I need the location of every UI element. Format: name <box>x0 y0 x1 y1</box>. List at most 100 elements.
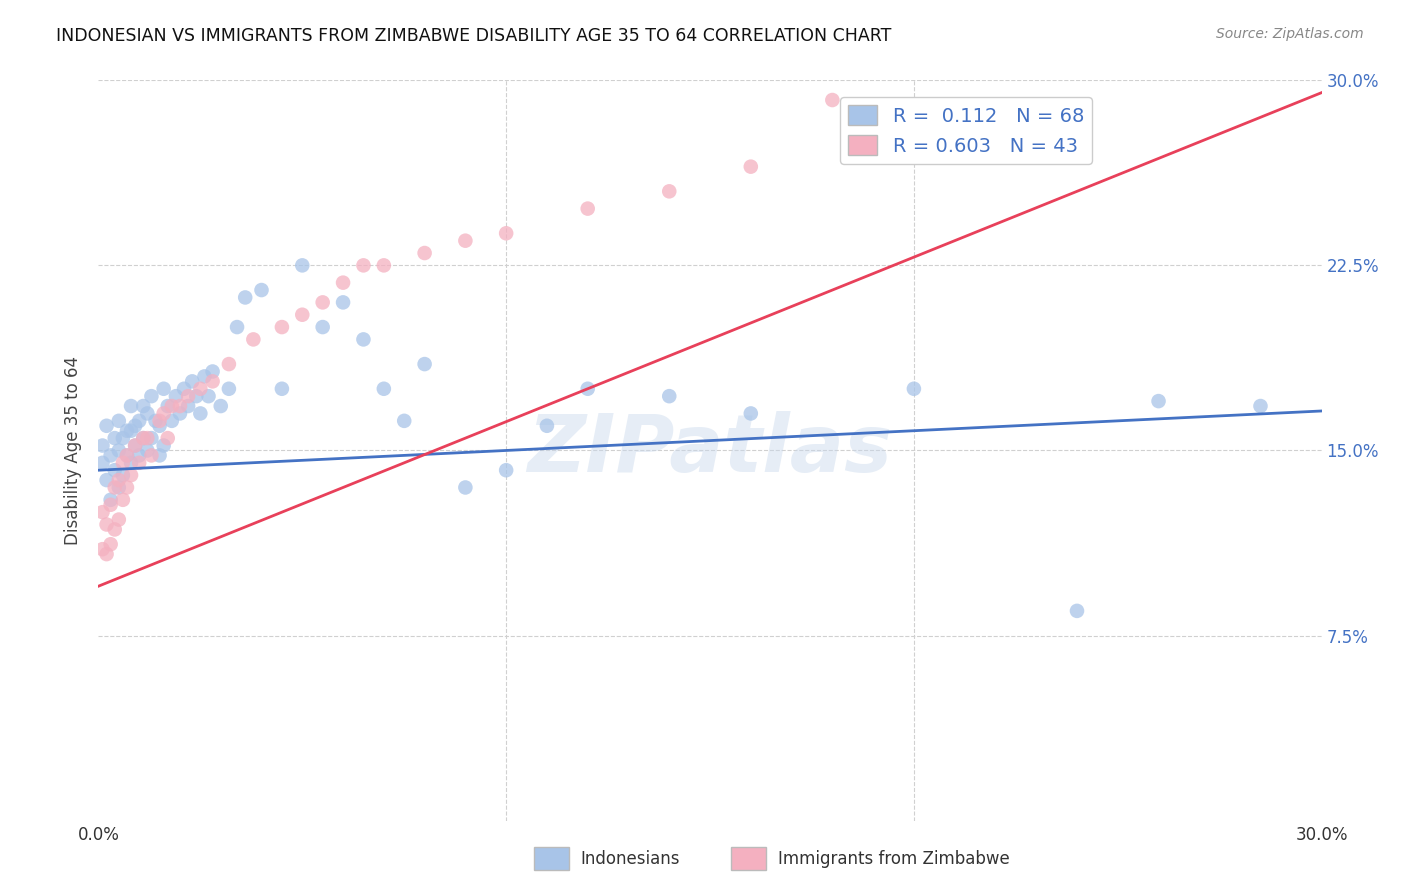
Point <box>177 399 200 413</box>
Point <box>136 443 159 458</box>
Point <box>115 424 138 438</box>
Point <box>100 449 122 463</box>
Point <box>141 389 163 403</box>
Point <box>120 424 142 438</box>
Point <box>91 438 114 452</box>
Point <box>128 456 150 470</box>
Point <box>312 320 335 334</box>
Point <box>100 492 122 507</box>
Point <box>658 389 681 403</box>
Point <box>1066 604 1088 618</box>
Point <box>132 431 155 445</box>
Point <box>111 468 134 483</box>
Point <box>136 431 159 445</box>
Point <box>108 473 131 487</box>
Point <box>156 399 179 413</box>
Point <box>373 382 395 396</box>
Point <box>218 357 240 371</box>
Point <box>177 389 200 403</box>
Point <box>160 399 183 413</box>
Point <box>149 418 172 433</box>
Point <box>218 382 240 396</box>
Point <box>181 375 204 389</box>
Point <box>173 382 195 396</box>
Point <box>96 418 118 433</box>
Text: Indonesians: Indonesians <box>581 849 681 868</box>
Point <box>128 414 150 428</box>
Legend: R =  0.112   N = 68, R = 0.603   N = 43: R = 0.112 N = 68, R = 0.603 N = 43 <box>841 97 1091 164</box>
Point <box>100 498 122 512</box>
Point <box>352 258 374 272</box>
Point <box>226 320 249 334</box>
Point <box>332 276 354 290</box>
Point <box>115 449 138 463</box>
Point <box>96 473 118 487</box>
Y-axis label: Disability Age 35 to 64: Disability Age 35 to 64 <box>65 356 83 545</box>
Point <box>250 283 273 297</box>
Point <box>120 468 142 483</box>
Point <box>104 523 127 537</box>
Point <box>392 414 416 428</box>
Point <box>454 234 477 248</box>
Point <box>152 407 174 421</box>
Point <box>149 449 172 463</box>
Point <box>201 364 224 378</box>
Point <box>156 431 179 445</box>
Point <box>124 438 146 452</box>
Point <box>115 449 138 463</box>
Point <box>1249 399 1271 413</box>
Point <box>136 407 159 421</box>
Text: INDONESIAN VS IMMIGRANTS FROM ZIMBABWE DISABILITY AGE 35 TO 64 CORRELATION CHART: INDONESIAN VS IMMIGRANTS FROM ZIMBABWE D… <box>56 27 891 45</box>
Point <box>91 542 114 557</box>
Point <box>108 512 131 526</box>
Point <box>91 505 114 519</box>
Point <box>576 382 599 396</box>
Point <box>576 202 599 216</box>
Point <box>124 438 146 452</box>
Text: Source: ZipAtlas.com: Source: ZipAtlas.com <box>1216 27 1364 41</box>
Point <box>108 480 131 494</box>
Point <box>145 414 167 428</box>
Point <box>96 517 118 532</box>
Point <box>193 369 215 384</box>
Point <box>242 332 264 346</box>
Point <box>152 382 174 396</box>
Point <box>149 414 172 428</box>
Point <box>332 295 354 310</box>
Point <box>120 399 142 413</box>
Point <box>111 492 134 507</box>
Point <box>100 537 122 551</box>
Point <box>186 389 208 403</box>
Point <box>352 332 374 346</box>
Point <box>141 449 163 463</box>
Point <box>658 184 681 198</box>
Point <box>152 438 174 452</box>
Point <box>188 407 212 421</box>
Point <box>312 295 335 310</box>
Point <box>104 431 127 445</box>
Point <box>495 227 517 241</box>
Point <box>209 399 232 413</box>
Point <box>413 357 436 371</box>
Point <box>291 308 314 322</box>
Point <box>201 375 224 389</box>
Point <box>413 246 436 260</box>
Point <box>233 290 256 304</box>
Point <box>821 93 844 107</box>
Point <box>188 382 212 396</box>
Point <box>132 431 155 445</box>
Point <box>124 418 146 433</box>
Point <box>197 389 219 403</box>
Point <box>165 389 187 403</box>
Point <box>115 480 138 494</box>
Point <box>111 431 134 445</box>
Point <box>740 160 762 174</box>
Point <box>160 414 183 428</box>
Point <box>96 547 118 561</box>
Text: ZIPatlas: ZIPatlas <box>527 411 893 490</box>
Point <box>373 258 395 272</box>
Point <box>104 463 127 477</box>
Point <box>108 414 131 428</box>
Point <box>903 382 925 396</box>
Point <box>740 407 762 421</box>
